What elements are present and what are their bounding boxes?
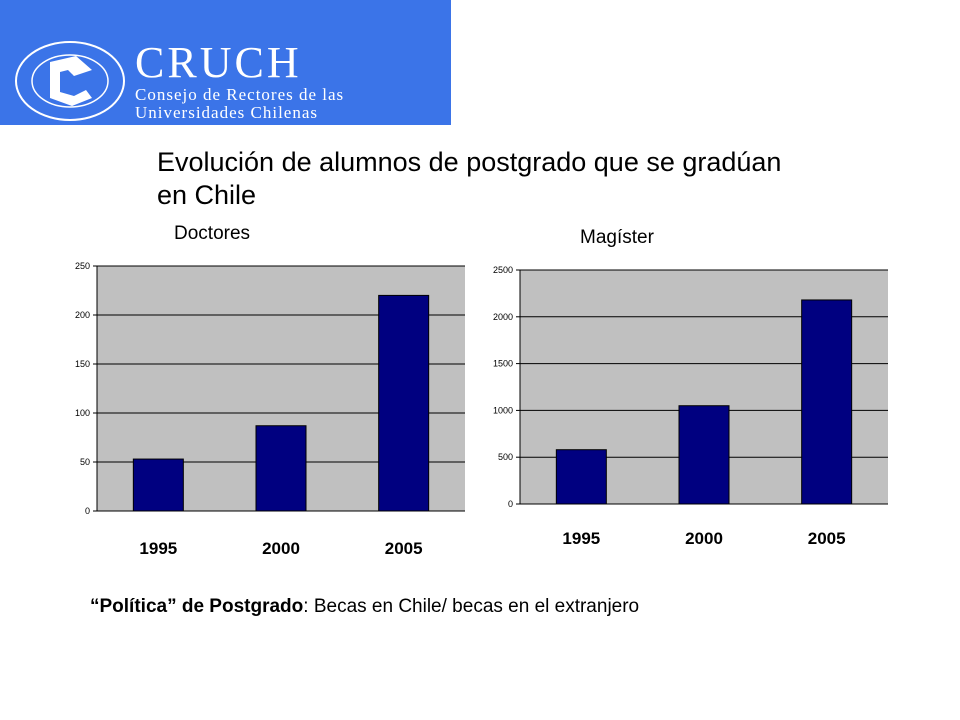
- y-tick-label: 200: [75, 310, 90, 320]
- footer-note: “Política” de Postgrado: Becas en Chile/…: [90, 596, 639, 618]
- chart-label-doctores: Doctores: [174, 223, 251, 244]
- category-label: 1995: [139, 539, 177, 558]
- magister-bar-chart: 0 500 1000 1500 2000 2500 1995 2000 2005: [493, 265, 888, 548]
- bar: [555, 449, 607, 505]
- footer-text: Becas en Chile/ becas en el extranjero: [308, 596, 640, 617]
- category-label: 1995: [562, 529, 600, 548]
- footer-separator: :: [303, 596, 309, 617]
- brand-name: CRUCH: [135, 38, 302, 87]
- bar: [801, 299, 853, 505]
- footer-quoted-term: “Política” de Postgrado: [90, 596, 304, 617]
- y-tick-label: 1000: [493, 405, 513, 415]
- y-tick-label: 500: [498, 452, 513, 462]
- bar: [132, 458, 184, 512]
- y-tick-label: 2500: [493, 265, 513, 275]
- bar: [255, 425, 307, 512]
- doctores-bar-chart: 0 50 100 150 200 250 1995 2000 2005: [75, 261, 465, 558]
- category-label: 2005: [385, 539, 423, 558]
- bar: [678, 405, 730, 505]
- slide-title: Evolución de alumnos de postgrado que se…: [157, 147, 782, 210]
- cruch-seal-logo: [15, 41, 125, 121]
- brand-block: CRUCH Consejo de Rectores de las Univers…: [135, 40, 344, 122]
- brand-subtitle-line2: Universidades Chilenas: [135, 103, 318, 122]
- y-tick-label: 100: [75, 408, 90, 418]
- y-tick-label: 1500: [493, 359, 513, 369]
- y-tick-label: 250: [75, 261, 90, 271]
- y-tick-label: 2000: [493, 312, 513, 322]
- brand-subtitle-line1: Consejo de Rectores de las: [135, 85, 345, 104]
- header-banner: CRUCH Consejo de Rectores de las Univers…: [0, 0, 451, 125]
- chart-label-magister: Magíster: [580, 227, 654, 248]
- y-tick-label: 150: [75, 359, 90, 369]
- category-label: 2000: [685, 529, 723, 548]
- category-label: 2005: [808, 529, 846, 548]
- y-tick-label: 0: [85, 506, 90, 516]
- y-tick-label: 0: [508, 499, 513, 509]
- bar: [378, 294, 430, 512]
- category-label: 2000: [262, 539, 300, 558]
- y-tick-label: 50: [80, 457, 90, 467]
